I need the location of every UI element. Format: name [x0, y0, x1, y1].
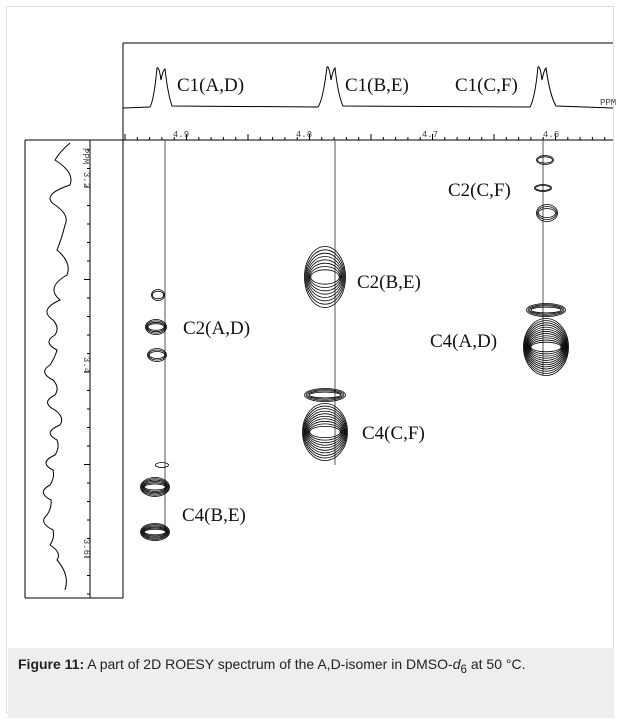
contour — [307, 420, 343, 444]
contour — [307, 259, 343, 295]
contour — [536, 204, 558, 222]
x-tick: 4.7 — [422, 130, 438, 140]
contour — [305, 413, 345, 451]
contour — [529, 337, 563, 357]
contour — [143, 482, 167, 492]
contour — [304, 249, 346, 305]
contour — [147, 349, 166, 361]
x-unit: PPM — [600, 98, 616, 108]
contour — [306, 256, 344, 298]
peak-label: C2(B,E) — [357, 272, 421, 293]
contour — [525, 324, 567, 370]
contour — [526, 328, 566, 366]
contour — [308, 391, 342, 399]
contour — [530, 341, 562, 353]
caption-text: A part of 2D ROESY spectrum of the A,D-i… — [84, 656, 453, 672]
contour — [306, 415, 344, 449]
contour — [527, 304, 565, 316]
peak-label: C4(A,D) — [430, 331, 497, 352]
contour — [155, 462, 169, 468]
contour — [529, 305, 563, 315]
contour — [537, 156, 553, 164]
contour — [304, 410, 346, 454]
contour — [148, 351, 166, 359]
caption-label: Figure 11: — [18, 656, 85, 672]
peak-label: C4(C,F) — [362, 423, 425, 444]
1d-spectrum-left — [42, 142, 72, 591]
y-unit: PPM — [80, 148, 90, 164]
contour — [528, 335, 564, 359]
x-tick: 4.6 — [543, 130, 559, 140]
contour — [304, 246, 346, 308]
caption-sub: 6 — [460, 662, 467, 676]
contour — [538, 208, 556, 218]
1d-spectrum-top — [122, 66, 614, 109]
x-tick: 4.8 — [296, 130, 312, 140]
contour — [144, 528, 166, 536]
frame — [6, 6, 614, 713]
caption-tail: at 50 °C. — [466, 656, 526, 672]
contour — [305, 389, 345, 401]
y-tick: 3.2 — [81, 172, 91, 188]
contour — [529, 339, 563, 355]
y-tick: 3.4 — [81, 357, 91, 373]
contour — [534, 184, 552, 192]
peak-label: C2(A,D) — [183, 318, 250, 339]
y-tick: 3.6 — [81, 539, 91, 555]
contour — [145, 319, 167, 335]
contour — [147, 348, 167, 362]
contour — [306, 418, 344, 446]
contour — [142, 480, 168, 494]
contour — [309, 426, 341, 438]
contour — [302, 405, 348, 459]
contour — [145, 320, 167, 334]
contour — [525, 326, 567, 368]
contour — [308, 423, 342, 441]
peak-label: C2(C,F) — [448, 180, 511, 201]
peak-label: C1(A,D) — [177, 75, 244, 96]
contour — [142, 526, 168, 538]
contour — [308, 262, 342, 292]
axes — [24, 42, 614, 599]
contour — [303, 408, 347, 456]
contour — [523, 320, 569, 374]
contour — [141, 525, 169, 539]
contour — [305, 252, 345, 302]
contour — [147, 323, 165, 331]
peak-label: C4(B,E) — [182, 505, 246, 526]
contours — [140, 155, 569, 541]
contour — [304, 388, 346, 402]
ticks — [84, 134, 606, 595]
contour — [527, 331, 565, 363]
contour — [140, 477, 170, 497]
contour — [527, 333, 565, 361]
caption: Figure 11: A part of 2D ROESY spectrum o… — [8, 648, 614, 718]
contour — [140, 524, 170, 540]
contour — [144, 483, 166, 491]
contour — [302, 403, 348, 461]
contour — [307, 390, 343, 400]
contour — [524, 322, 568, 372]
contour — [310, 269, 340, 285]
contour — [140, 523, 170, 541]
caption-italic: d — [452, 656, 461, 672]
peak-label: C1(B,E) — [345, 75, 409, 96]
contour — [526, 303, 566, 317]
contour — [140, 478, 170, 496]
contour — [530, 306, 562, 314]
contour — [523, 318, 569, 376]
contour — [309, 266, 341, 288]
contour — [143, 527, 167, 537]
contour — [151, 289, 165, 301]
contour — [146, 321, 166, 333]
contour — [537, 206, 557, 220]
peak-label: C1(C,F) — [455, 75, 518, 96]
contour — [141, 479, 169, 495]
contour — [151, 290, 165, 300]
x-tick: 4.9 — [173, 130, 189, 140]
contour — [535, 185, 551, 191]
contour — [536, 155, 554, 165]
